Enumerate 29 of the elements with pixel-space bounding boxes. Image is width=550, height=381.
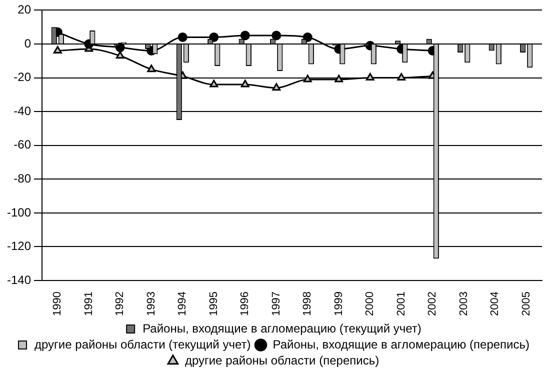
x-tick-label: 1994	[176, 292, 189, 316]
y-tick-label: -120	[6, 239, 32, 254]
y-tick-label: -100	[6, 205, 32, 220]
x-tick-label: 1995	[208, 292, 220, 316]
x-tick-label: 2002	[426, 292, 439, 316]
x-tick-label: 1992	[114, 292, 126, 316]
legend-label: Районы, входящие в агломерацию (перепись)	[272, 337, 530, 352]
x-tick-label: 1991	[82, 292, 95, 316]
y-tick-label: -20	[14, 70, 32, 84]
x-tick-label: 2000	[364, 292, 376, 316]
x-tick-label: 1996	[239, 292, 252, 316]
x-tick-label: 1997	[270, 292, 282, 316]
y-tick-label: 0	[24, 36, 32, 50]
y-tick-label: 20	[18, 2, 32, 17]
y-tick-label: -80	[14, 171, 32, 186]
x-tick-label: 2003	[458, 292, 470, 316]
x-tick-label: 1990	[52, 292, 64, 316]
x-tick-label: 1999	[332, 292, 345, 316]
x-tick-label: 2005	[520, 292, 532, 316]
x-tick-label: 2004	[489, 292, 502, 316]
legend-label: Районы, входящие в агломерацию (текущий учет)	[142, 321, 422, 336]
x-tick-label: 2001	[395, 292, 408, 316]
y-tick-label: -140	[6, 272, 32, 287]
legend-label: другие районы области (текущий учет)	[34, 337, 251, 352]
y-tick-label: -60	[14, 138, 32, 152]
x-tick-label: 1998	[302, 292, 314, 316]
y-tick-label: -40	[14, 104, 32, 118]
legend-label: другие районы области (перепись)	[184, 353, 380, 368]
x-tick-label: 1993	[145, 292, 158, 316]
